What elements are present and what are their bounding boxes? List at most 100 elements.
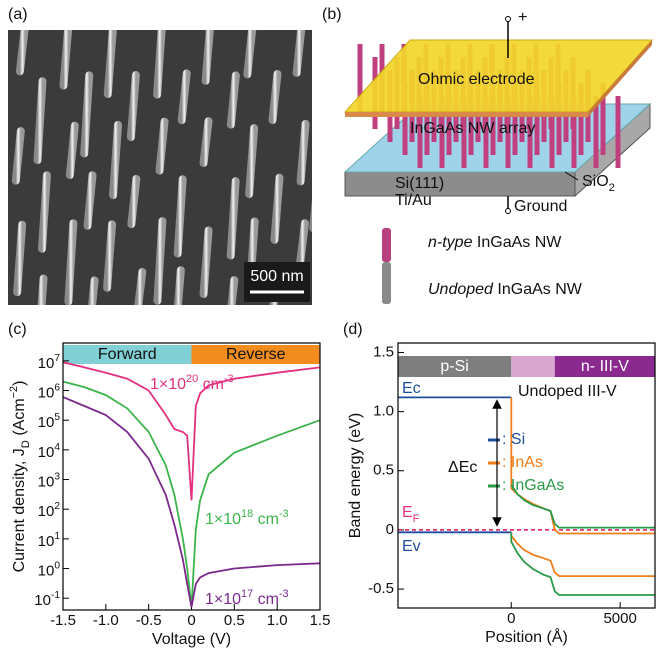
y-tick-label: 102 — [38, 501, 61, 520]
series-label: 1×1020 cm-3 — [150, 373, 234, 393]
text-part: cm — [198, 376, 224, 393]
text-part: 7 — [54, 353, 60, 364]
nanowire — [292, 30, 306, 77]
electrode-edge — [588, 40, 652, 117]
nanowire — [243, 30, 257, 79]
panel-label: (a) — [8, 6, 28, 23]
nanowire — [173, 266, 185, 305]
text-part: cm — [253, 511, 279, 528]
text-part: ) — [11, 381, 28, 386]
text-part: 1 — [54, 531, 60, 542]
array-label: InGaAs NW array — [410, 120, 535, 137]
x-tick-label: -1.0 — [93, 612, 119, 629]
nanowire — [177, 69, 191, 125]
text-part: 3 — [54, 472, 60, 483]
pointer — [564, 171, 579, 181]
scale-bar-box — [244, 262, 310, 302]
nanowire — [103, 220, 117, 292]
nanowire — [83, 171, 97, 230]
nanowire — [80, 71, 94, 158]
text-part: −2 — [8, 386, 20, 398]
text-part: 20 — [186, 373, 198, 385]
nanowire — [296, 119, 310, 186]
nanowire — [153, 30, 166, 99]
nanowire — [245, 124, 259, 199]
nanowire — [88, 276, 99, 305]
region — [554, 356, 655, 377]
electrode-label: Ohmic electrode — [418, 71, 535, 88]
text-part: 10 — [38, 473, 55, 490]
band-label: Forward — [98, 346, 157, 363]
nanowire — [318, 271, 323, 325]
substrate-label: Si(111) — [395, 175, 444, 192]
text-part: 5 — [54, 412, 60, 423]
text-part: 10 — [38, 562, 55, 579]
y-tick-label: 1.5 — [373, 343, 394, 360]
y-tick-label: 0 — [386, 521, 394, 538]
x-tick-label: 0.5 — [224, 612, 245, 629]
text-part: -3 — [279, 508, 289, 520]
text-part: 10 — [38, 384, 55, 401]
nanowire — [11, 127, 25, 185]
nanowire — [33, 77, 47, 165]
ev-label: Ev — [402, 538, 421, 555]
legend-rod-undoped — [382, 262, 391, 304]
text-part: 1×10 — [150, 376, 186, 393]
oxide-label: SiO2 — [582, 173, 615, 194]
x-axis-label: Voltage (V) — [152, 631, 231, 648]
contact-label: Ti/Au — [395, 192, 432, 209]
series-line — [62, 361, 321, 501]
text-part: InGaAs NW — [472, 234, 562, 251]
text-part: 4 — [54, 442, 60, 453]
panel-label: (d) — [343, 321, 363, 338]
nanowire — [226, 177, 240, 260]
x-tick-label: 1.5 — [310, 612, 331, 629]
panel-label: (b) — [322, 6, 342, 23]
nanowire — [64, 219, 78, 305]
y-tick-label: 10-1 — [34, 590, 60, 609]
series-line — [510, 484, 655, 529]
electrode-edge — [345, 112, 588, 117]
series-line — [510, 532, 655, 577]
x-tick-label: 0 — [187, 612, 195, 629]
nanowire — [37, 274, 48, 305]
y-tick-label: -0.5 — [368, 580, 394, 597]
y-tick-label: 107 — [38, 353, 61, 372]
substrate-front — [344, 171, 576, 197]
text-part: 10 — [38, 355, 55, 372]
text-part: InGaAs NW — [493, 281, 583, 298]
y-axis-label: Band energy (eV) — [347, 413, 364, 538]
nanowire — [173, 175, 187, 258]
nanowire — [109, 120, 123, 200]
nanowire — [270, 173, 284, 244]
nanowire — [321, 74, 326, 128]
text-part: -1 — [51, 590, 60, 601]
text-part: 2 — [54, 501, 60, 512]
band-label: Reverse — [226, 346, 286, 363]
text-part: SiO — [582, 173, 609, 190]
y-tick-label: 104 — [38, 442, 61, 461]
x-tick-label: 0 — [507, 610, 515, 627]
text-part: (Acm — [11, 398, 28, 440]
legend-rod-ntype — [382, 228, 391, 262]
nanowire — [13, 220, 27, 297]
text-part: 10 — [38, 444, 55, 461]
text-part: F — [413, 513, 420, 525]
panel-label: (c) — [8, 321, 27, 338]
scale-bar-label: 500 nm — [250, 268, 303, 285]
band — [191, 345, 320, 364]
y-tick-label: 0.5 — [373, 462, 394, 479]
text-part: 1×10 — [205, 511, 241, 528]
ef-label: EF — [402, 504, 420, 525]
text-part: 1×10 — [205, 591, 241, 608]
text-part: 6 — [54, 383, 60, 394]
terminal — [505, 16, 511, 22]
label-bg — [514, 381, 654, 401]
plot-frame — [397, 342, 656, 609]
text-part: cm — [253, 591, 279, 608]
region — [511, 356, 555, 377]
region-label: p-Si — [440, 358, 468, 375]
text-part: 10 — [38, 414, 55, 431]
